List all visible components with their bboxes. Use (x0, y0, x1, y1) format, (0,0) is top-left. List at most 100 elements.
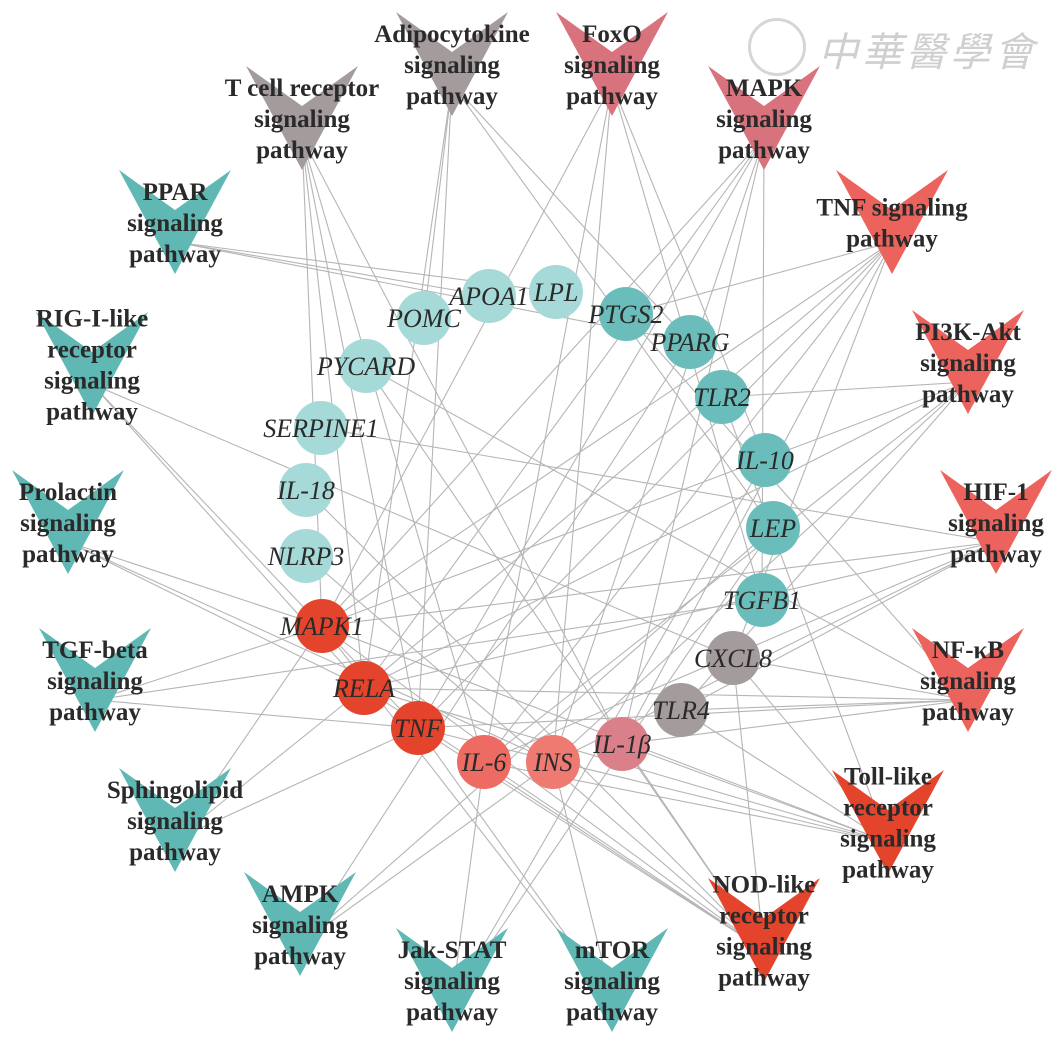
gene-node-circle (294, 401, 348, 455)
gene-node-RELA[interactable]: RELA (332, 661, 395, 715)
pathway-label-line: Toll-like (844, 764, 932, 791)
gene-label: TGFB1 (723, 586, 801, 615)
pathway-label-line: PPAR (143, 179, 209, 206)
pathway-label-line: pathway (46, 399, 138, 426)
edge-tgfb-TGFB1 (94, 599, 763, 701)
pathway-ppar[interactable]: PPAR signaling pathway (119, 170, 231, 274)
gene-node-LPL[interactable]: LPL (529, 265, 583, 319)
pathway-label-line: receptor (719, 903, 809, 930)
pathway-label-line: receptor (843, 795, 933, 822)
pathway-hif1[interactable]: HIF-1 signaling pathway (940, 470, 1052, 574)
gene-node-INS[interactable]: INS (526, 735, 580, 789)
gene-label: TNF (394, 714, 443, 743)
gene-node-IL18[interactable]: IL-18 (276, 463, 335, 517)
pathway-label-line: pathway (842, 857, 934, 884)
gene-node-TLR2[interactable]: TLR2 (693, 370, 751, 424)
pathway-label-line: signaling (404, 52, 500, 79)
pathway-label-line: MAPK (726, 75, 803, 102)
pathway-label-line: Prolactin (19, 479, 117, 506)
edge-ampk-PPARG (299, 341, 691, 945)
pathway-label-line: signaling (920, 668, 1016, 695)
gene-label: TLR2 (693, 383, 751, 412)
pathway-pi3k[interactable]: PI3K-Akt signaling pathway (912, 310, 1024, 414)
edge-foxo-IL6 (483, 83, 613, 763)
pathway-label-line: receptor (47, 337, 137, 364)
edge-nfkb-PYCARD (365, 365, 969, 701)
gene-node-MAPK1[interactable]: MAPK1 (279, 599, 364, 653)
edge-tcr-IL1B (301, 137, 623, 745)
gene-node-circle (706, 631, 760, 685)
gene-node-TNF[interactable]: TNF (391, 701, 445, 755)
gene-node-IL6[interactable]: IL-6 (457, 735, 511, 789)
pathway-arrow-shape (832, 770, 944, 874)
gene-label: APOA1 (447, 282, 528, 311)
pathway-tgfb[interactable]: TGF-beta signaling pathway (39, 628, 151, 732)
edge-foxo-INS (552, 83, 613, 763)
edge-prolactin-INS (67, 541, 554, 763)
gene-node-PPARG[interactable]: PPARG (650, 315, 730, 369)
pathway-prolactin[interactable]: Prolactin signaling pathway (12, 470, 124, 574)
gene-node-POMC[interactable]: POMC (386, 291, 461, 345)
pathway-label-line: Jak-STAT (398, 937, 507, 964)
gene-node-SERPINE1[interactable]: SERPINE1 (263, 401, 379, 455)
pathway-label-line: T cell receptor (225, 75, 380, 102)
pathway-label-line: pathway (129, 241, 221, 268)
pathway-arrow-shape (556, 928, 668, 1032)
gene-node-circle (457, 735, 511, 789)
edge-adipo-TNF (417, 83, 453, 729)
pathway-label-line: pathway (254, 943, 346, 970)
edge-mtor-INS (552, 761, 613, 1001)
pathway-nod[interactable]: NOD-like receptor signaling pathway (708, 872, 820, 992)
edge-sphingo-RELA (174, 687, 365, 841)
pathway-ampk[interactable]: AMPK signaling pathway (244, 872, 356, 976)
edge-mapk-RELA (363, 137, 765, 689)
pathway-label-line: RIG-I-like (36, 306, 149, 333)
pathway-label-line: pathway (22, 541, 114, 568)
pathway-arrow-shape (912, 628, 1024, 732)
pathway-nfkb[interactable]: NF-κB signaling pathway (912, 628, 1024, 732)
pathway-arrow-shape (36, 312, 148, 416)
gene-node-IL10[interactable]: IL-10 (735, 433, 794, 487)
pathway-arrow-shape (119, 768, 231, 872)
pathway-tcr[interactable]: T cell receptor signaling pathway (225, 66, 380, 170)
pathway-tnfp[interactable]: TNF signaling pathway (816, 170, 968, 274)
edge-tgfb-MAPK1 (94, 625, 323, 701)
edge-pi3k-IL6 (483, 381, 969, 763)
edge-tnfp-IL6 (483, 241, 893, 763)
gene-node-circle (295, 599, 349, 653)
pathway-adipo[interactable]: Adipocytokine signaling pathway (374, 12, 530, 116)
pathway-rig[interactable]: RIG-I-like receptor signaling pathway (36, 306, 149, 426)
pathway-jak[interactable]: Jak-STAT signaling pathway (396, 928, 508, 1032)
pathway-layer: T cell receptorsignalingpathwayAdipocyto… (12, 12, 1052, 1032)
gene-node-PTGS2[interactable]: PTGS2 (587, 287, 664, 341)
gene-node-IL1B[interactable]: IL-1β (592, 717, 651, 771)
pathway-label-line: Adipocytokine (374, 21, 530, 48)
gene-node-PYCARD[interactable]: PYCARD (316, 339, 415, 393)
pathway-label-line: pathway (566, 83, 658, 110)
gene-node-circle (654, 683, 708, 737)
gene-node-NLRP3[interactable]: NLRP3 (267, 529, 345, 583)
gene-node-LEP[interactable]: LEP (746, 501, 800, 555)
pathway-label-line: HIF-1 (963, 479, 1028, 506)
pathway-label-line: signaling (127, 808, 223, 835)
pathway-label-line: pathway (406, 83, 498, 110)
gene-node-TGFB1[interactable]: TGFB1 (723, 573, 801, 627)
pathway-toll[interactable]: Toll-like receptor signaling pathway (832, 764, 944, 884)
gene-node-CXCL8[interactable]: CXCL8 (694, 631, 772, 685)
pathway-mapk[interactable]: MAPK signaling pathway (708, 66, 820, 170)
edge-ampk-LEP (299, 527, 774, 945)
gene-node-circle (663, 315, 717, 369)
pathway-arrow-shape (12, 470, 124, 574)
pathway-mtor[interactable]: mTOR signaling pathway (556, 928, 668, 1032)
gene-node-APOA1[interactable]: APOA1 (447, 269, 529, 323)
gene-label: TLR4 (652, 696, 710, 725)
edge-nod-IL18 (305, 489, 765, 951)
gene-label: LPL (533, 278, 579, 307)
gene-label: PYCARD (316, 352, 415, 381)
pathway-sphingo[interactable]: Sphingolipid signaling pathway (107, 768, 243, 872)
edge-adipo-PPARG (451, 83, 691, 343)
pathway-foxo[interactable]: FoxO signaling pathway (556, 12, 668, 116)
gene-node-TLR4[interactable]: TLR4 (652, 683, 710, 737)
watermark-text: 中華醫學會 (818, 30, 1038, 76)
